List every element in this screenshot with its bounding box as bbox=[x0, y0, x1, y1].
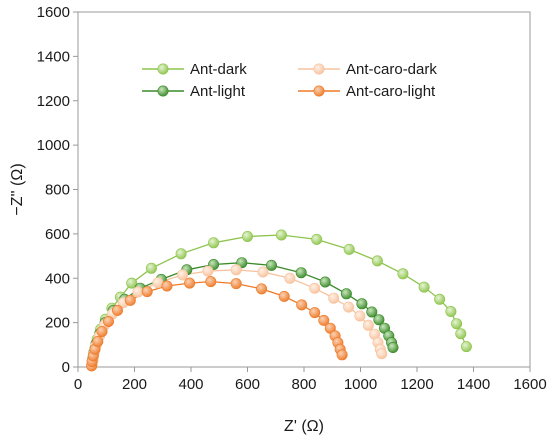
data-point bbox=[175, 248, 187, 260]
data-point bbox=[184, 277, 196, 289]
x-tick-label: 1400 bbox=[457, 376, 490, 393]
y-tick-label: 400 bbox=[45, 270, 70, 287]
data-point bbox=[340, 288, 352, 300]
x-tick-label: 1200 bbox=[400, 376, 433, 393]
data-point bbox=[373, 314, 385, 326]
y-tick-label: 0 bbox=[62, 359, 70, 376]
data-point bbox=[275, 229, 287, 241]
x-tick-label: 0 bbox=[74, 376, 82, 393]
data-point bbox=[445, 305, 457, 317]
data-point bbox=[387, 341, 399, 353]
x-tick-label: 1600 bbox=[513, 376, 546, 393]
data-point bbox=[256, 283, 268, 295]
data-point bbox=[362, 319, 374, 331]
data-point bbox=[141, 286, 153, 298]
legend-label: Ant-caro-dark bbox=[346, 61, 437, 78]
x-tick-label: 600 bbox=[235, 376, 260, 393]
data-point bbox=[145, 262, 157, 274]
data-point bbox=[356, 298, 368, 310]
data-point bbox=[202, 265, 214, 277]
data-point bbox=[343, 243, 355, 255]
data-point bbox=[230, 264, 242, 276]
y-tick-label: 1200 bbox=[37, 93, 70, 110]
series-line bbox=[90, 280, 343, 366]
data-point bbox=[309, 282, 321, 294]
data-point bbox=[336, 349, 348, 361]
plot-frame bbox=[77, 11, 531, 368]
data-point bbox=[257, 266, 269, 278]
legend-marker bbox=[157, 63, 169, 75]
data-point bbox=[205, 276, 217, 288]
data-point bbox=[296, 299, 308, 311]
legend-marker bbox=[313, 63, 325, 75]
x-tick-label: 200 bbox=[122, 376, 147, 393]
legend-label: Ant-light bbox=[190, 83, 246, 100]
y-tick-label: 200 bbox=[45, 315, 70, 332]
plot-area bbox=[86, 229, 472, 372]
legend-marker bbox=[157, 85, 169, 97]
data-point bbox=[418, 281, 430, 293]
y-axis-title: −Z'' (Ω) bbox=[9, 163, 26, 215]
data-point bbox=[177, 269, 189, 281]
data-point bbox=[376, 348, 388, 360]
data-point bbox=[230, 278, 242, 290]
x-axis-title: Z' (Ω) bbox=[284, 418, 324, 435]
data-point bbox=[265, 259, 277, 271]
legend-marker bbox=[313, 85, 325, 97]
data-point bbox=[354, 310, 366, 322]
x-tick-label: 1000 bbox=[344, 376, 377, 393]
x-tick-label: 400 bbox=[178, 376, 203, 393]
data-point bbox=[311, 233, 323, 245]
data-point bbox=[242, 231, 254, 243]
data-point bbox=[397, 268, 409, 280]
data-point bbox=[284, 272, 296, 284]
legend-label: Ant-caro-light bbox=[346, 83, 436, 100]
data-point bbox=[126, 277, 138, 289]
series-line bbox=[91, 262, 394, 365]
data-point bbox=[319, 276, 331, 288]
y-tick-label: 1000 bbox=[37, 137, 70, 154]
data-point bbox=[371, 255, 383, 267]
data-point bbox=[278, 290, 290, 302]
legend: Ant-dark Ant-light Ant-caro-dark Ant-caro-l… bbox=[142, 61, 437, 100]
data-point bbox=[112, 304, 124, 316]
data-point bbox=[132, 286, 144, 298]
data-point bbox=[309, 307, 321, 319]
data-point bbox=[124, 294, 136, 306]
axes: 0 200 400 600 800 1000 1200 1400 1600 0 200 400 600 8… bbox=[37, 4, 547, 393]
data-point bbox=[92, 335, 104, 347]
y-tick-label: 1400 bbox=[37, 48, 70, 65]
data-point bbox=[328, 292, 340, 304]
y-tick-label: 800 bbox=[45, 182, 70, 199]
data-point bbox=[208, 237, 220, 249]
data-point bbox=[343, 301, 355, 313]
legend-label: Ant-dark bbox=[190, 61, 247, 78]
data-point bbox=[366, 306, 378, 318]
data-point bbox=[451, 318, 463, 330]
data-point bbox=[434, 293, 446, 305]
data-point bbox=[103, 315, 115, 327]
y-tick-label: 600 bbox=[45, 226, 70, 243]
x-tick-label: 800 bbox=[291, 376, 316, 393]
data-point bbox=[96, 325, 108, 337]
data-point bbox=[460, 341, 472, 353]
data-point bbox=[295, 267, 307, 279]
data-point bbox=[318, 314, 330, 326]
data-point bbox=[455, 328, 467, 340]
y-tick-label: 1600 bbox=[37, 4, 70, 21]
data-point bbox=[161, 280, 173, 292]
series-line bbox=[91, 234, 467, 366]
